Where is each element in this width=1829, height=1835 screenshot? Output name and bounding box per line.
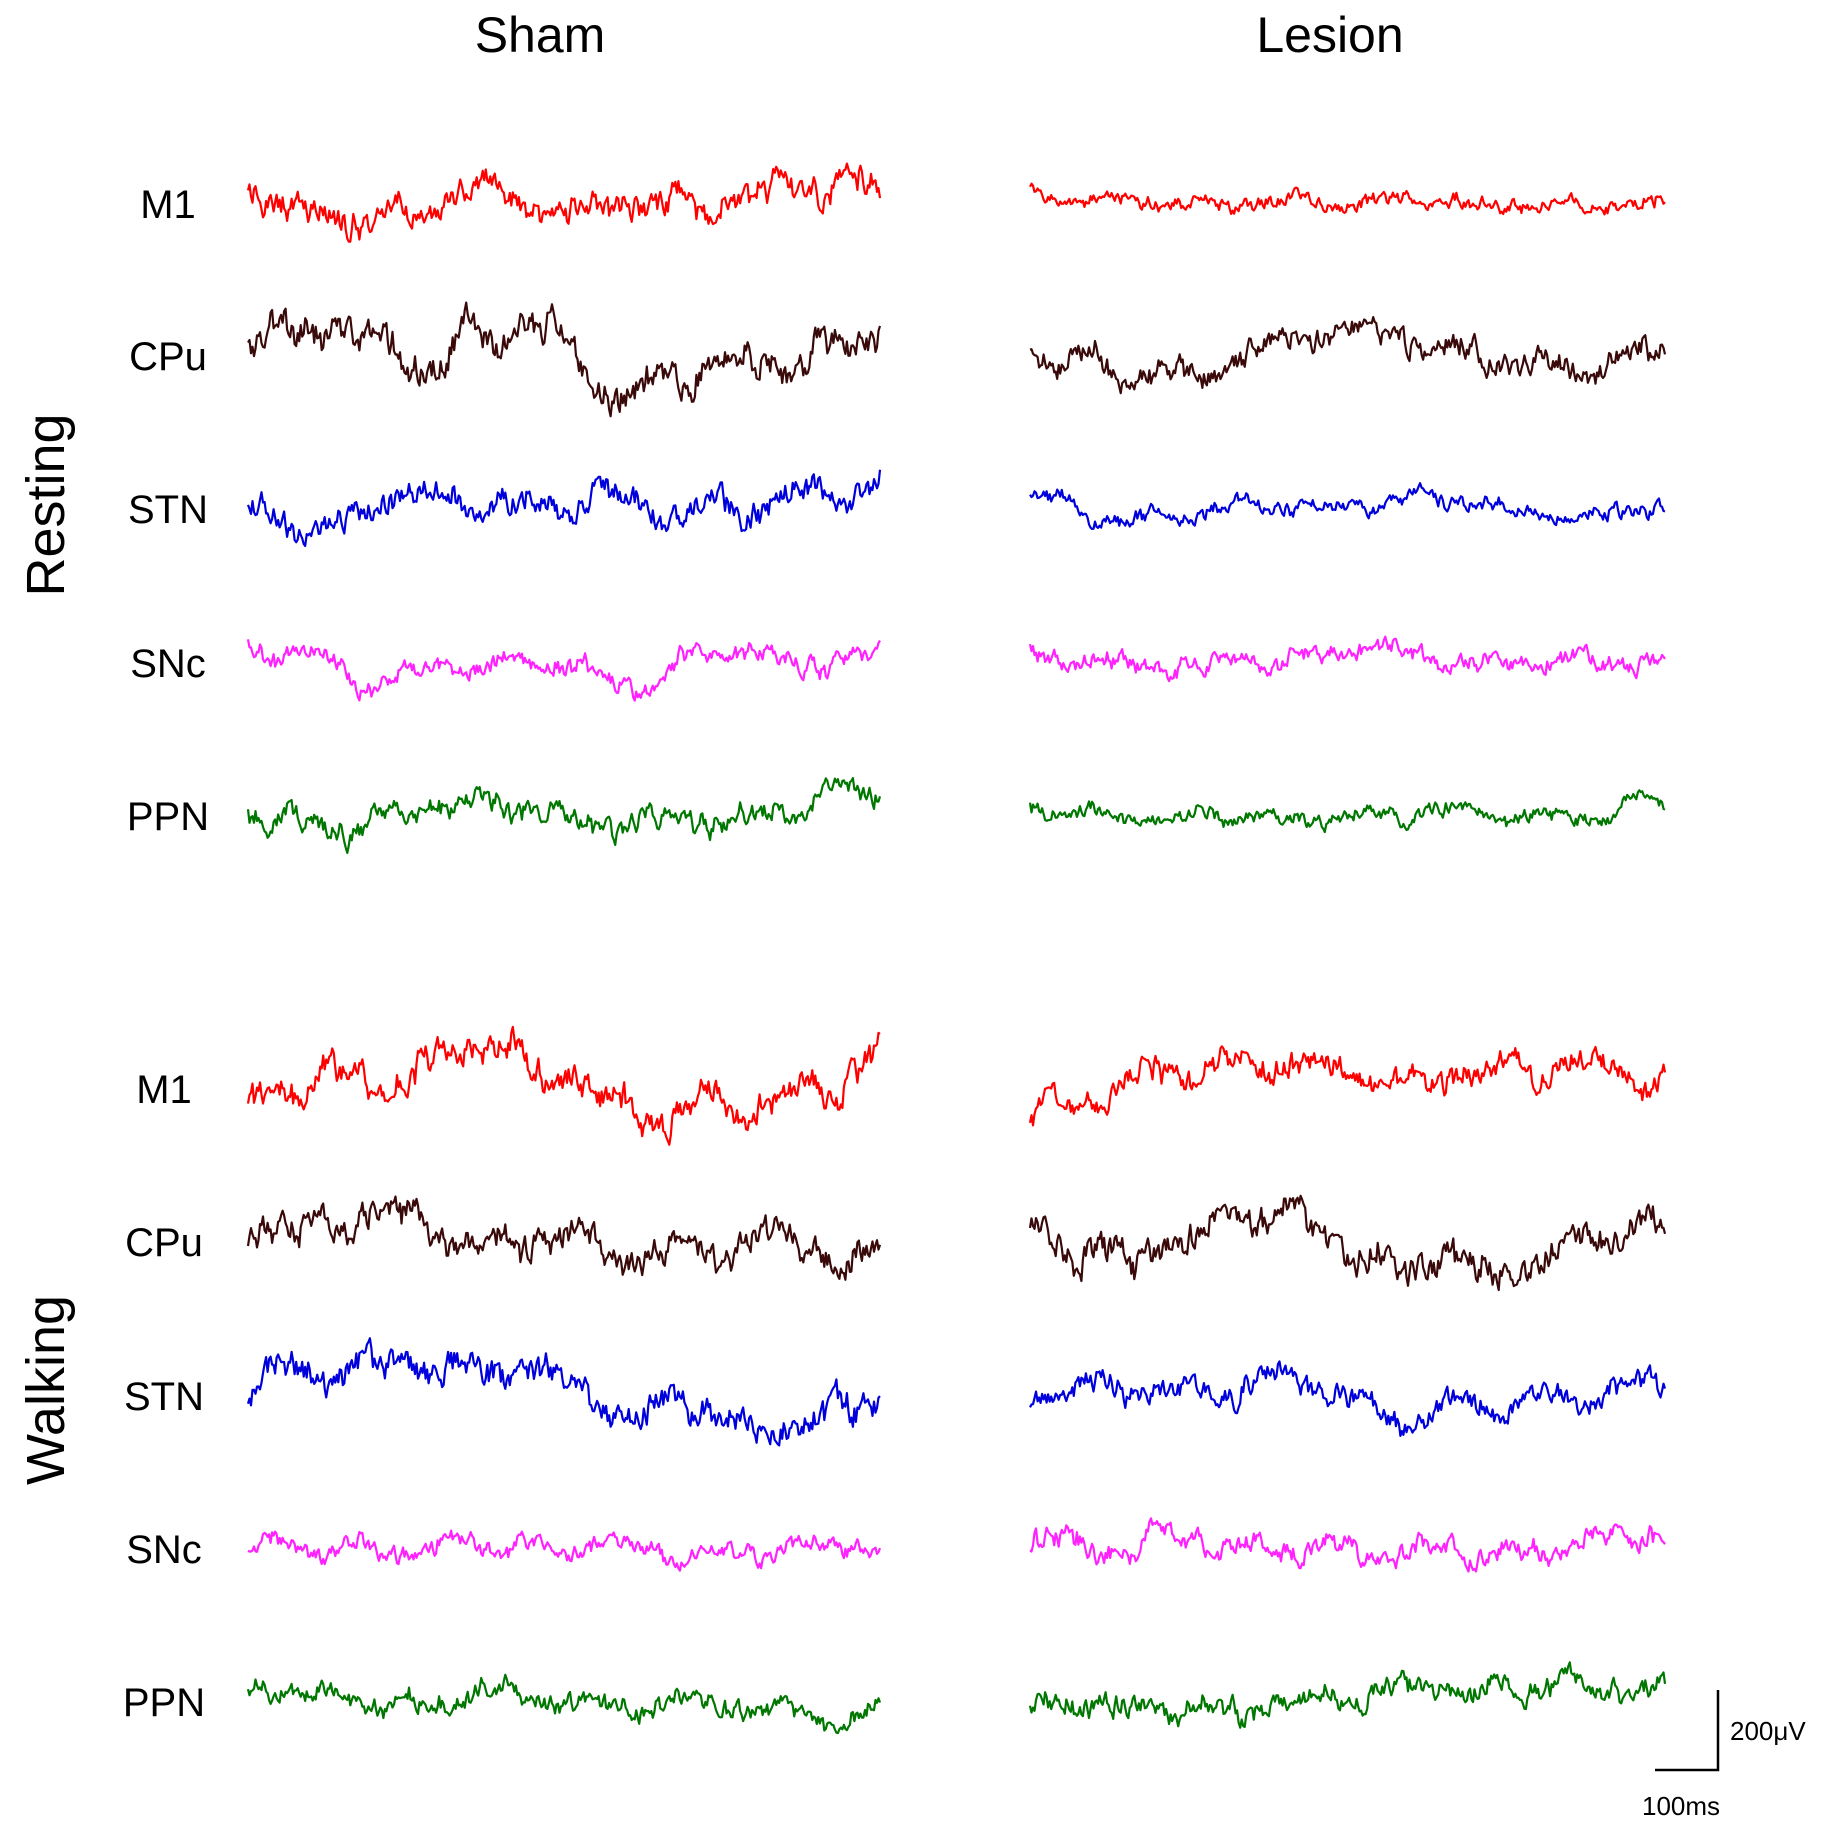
- region-label-walking-stn: STN: [124, 1375, 204, 1419]
- trace-walking-lesion-snc: [1029, 1517, 1666, 1573]
- trace-walking-lesion-ppn: [1028, 1661, 1667, 1729]
- region-label-walking-cpu: CPu: [125, 1221, 203, 1265]
- region-label-resting-cpu: CPu: [129, 335, 207, 379]
- state-label-walking: Walking: [16, 1295, 76, 1485]
- trace-resting-lesion-snc: [1028, 635, 1666, 683]
- region-label-walking-m1: M1: [136, 1068, 192, 1112]
- region-label-walking-snc: SNc: [126, 1528, 202, 1572]
- trace-walking-lesion-cpu: [1028, 1194, 1667, 1292]
- trace-resting-lesion-m1: [1029, 182, 1666, 216]
- trace-resting-sham-m1: [246, 162, 882, 243]
- trace-walking-sham-m1: [246, 1025, 881, 1146]
- trace-resting-sham-stn: [246, 469, 882, 548]
- trace-resting-sham-snc: [246, 639, 881, 702]
- region-label-resting-ppn: PPN: [127, 795, 209, 839]
- trace-walking-sham-ppn: [246, 1673, 882, 1735]
- trace-walking-lesion-stn: [1029, 1360, 1667, 1438]
- scale-bar-time-label: 100ms: [1642, 1791, 1720, 1821]
- state-label-resting: Resting: [16, 413, 76, 596]
- trace-resting-lesion-ppn: [1028, 789, 1666, 834]
- trace-resting-lesion-stn: [1029, 482, 1666, 531]
- scale-bar-lines: [1655, 1690, 1720, 1772]
- region-label-resting-m1: M1: [140, 183, 196, 227]
- trace-resting-lesion-cpu: [1029, 316, 1667, 395]
- region-label-resting-snc: SNc: [130, 642, 206, 686]
- trace-resting-sham-ppn: [246, 776, 882, 855]
- trace-resting-sham-cpu: [247, 301, 882, 418]
- column-title-lesion: Lesion: [1256, 7, 1403, 63]
- scale-bar-voltage-label: 200μV: [1730, 1716, 1806, 1746]
- region-label-walking-ppn: PPN: [123, 1681, 205, 1725]
- scale-bar: 200μV 100ms: [1642, 1690, 1806, 1821]
- trace-walking-sham-cpu: [246, 1195, 882, 1281]
- trace-walking-sham-snc: [247, 1529, 882, 1572]
- trace-group: [246, 162, 1667, 1735]
- region-label-resting-stn: STN: [128, 488, 208, 532]
- trace-walking-sham-stn: [246, 1337, 881, 1447]
- column-title-sham: Sham: [475, 7, 606, 63]
- trace-walking-lesion-m1: [1028, 1045, 1667, 1127]
